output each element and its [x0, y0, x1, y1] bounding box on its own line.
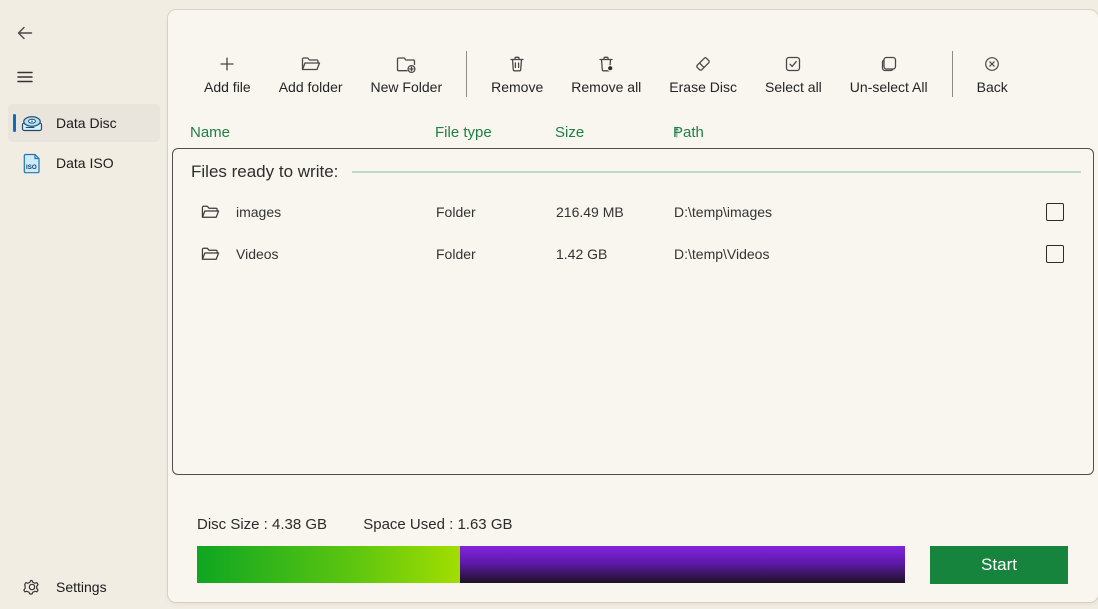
tool-label: Back: [976, 78, 1008, 95]
row-checkbox[interactable]: [1046, 203, 1064, 221]
file-size: 216.49 MB: [556, 204, 624, 220]
file-name: Videos: [236, 246, 279, 262]
file-size: 1.42 GB: [556, 246, 608, 262]
tool-label: Remove all: [571, 78, 642, 95]
disc-usage-bar-used: [197, 546, 461, 583]
trash-icon: [507, 54, 527, 74]
sidebar-item-data-iso[interactable]: ISO Data ISO: [8, 144, 160, 182]
back-arrow-icon: [15, 23, 35, 43]
eraser-icon: [693, 54, 713, 74]
nav-back-button[interactable]: [10, 18, 40, 48]
file-type: Folder: [436, 246, 476, 262]
column-header-file-type[interactable]: File type: [435, 124, 492, 141]
plus-icon: [217, 54, 237, 74]
sort-ascending-icon: ↑: [673, 124, 681, 141]
unselect-all-button[interactable]: Un-select All: [836, 50, 942, 99]
iso-file-icon: ISO: [20, 152, 44, 174]
folder-plus-icon: [395, 54, 417, 74]
sidebar-item-label: Settings: [56, 579, 107, 595]
hamburger-menu-button[interactable]: [10, 62, 40, 92]
legend-divider-line: [352, 171, 1081, 173]
tool-label: Erase Disc: [669, 78, 737, 95]
toolbar: Add file Add folder New Folder Remove: [190, 46, 1088, 102]
remove-button[interactable]: Remove: [477, 50, 557, 99]
back-button[interactable]: Back: [963, 50, 1022, 99]
tool-label: Add folder: [278, 78, 343, 95]
files-panel: Files ready to write: images Folder 216.…: [172, 148, 1094, 475]
file-path: D:\temp\Videos: [674, 246, 770, 262]
sidebar: Data Disc ISO Data ISO Settings: [0, 0, 168, 609]
path-label: Path: [673, 124, 704, 141]
column-headers: Name File type Size Path ↑: [168, 124, 1098, 146]
remove-all-button[interactable]: Remove all: [557, 50, 655, 99]
toolbar-separator: [951, 51, 953, 97]
folder-icon: [200, 245, 221, 264]
folder-icon: [200, 203, 221, 222]
file-row-videos[interactable]: Videos Folder 1.42 GB D:\temp\Videos: [173, 233, 1093, 275]
new-folder-button[interactable]: New Folder: [357, 50, 457, 99]
panel-legend-text: Files ready to write:: [191, 162, 339, 181]
sidebar-item-settings[interactable]: Settings: [8, 568, 160, 606]
row-checkbox[interactable]: [1046, 245, 1064, 263]
disc-size-label: Disc Size : 4.38 GB: [197, 516, 328, 533]
tool-label: Remove: [491, 78, 544, 95]
dismiss-circle-icon: [982, 54, 1002, 74]
file-name: images: [236, 204, 282, 220]
disc-usage-bar: [197, 546, 905, 583]
erase-disc-button[interactable]: Erase Disc: [655, 50, 751, 99]
add-file-button[interactable]: Add file: [190, 50, 265, 99]
tool-label: Un-select All: [849, 78, 928, 95]
toolbar-separator: [466, 51, 468, 97]
tool-label: Select all: [764, 78, 822, 95]
sidebar-item-label: Data ISO: [56, 155, 114, 171]
space-used-label: Space Used : 1.63 GB: [363, 516, 513, 533]
svg-text:ISO: ISO: [26, 164, 37, 171]
trash-all-icon: [596, 54, 616, 74]
file-row-images[interactable]: images Folder 216.49 MB D:\temp\images: [173, 191, 1093, 233]
start-button[interactable]: Start: [930, 546, 1068, 584]
main-panel: Add file Add folder New Folder Remove: [168, 10, 1098, 602]
disc-drive-icon: [20, 112, 44, 134]
checkbox-empty-icon: [879, 54, 899, 74]
sidebar-item-data-disc[interactable]: Data Disc: [8, 104, 160, 142]
column-header-size[interactable]: Size: [555, 124, 585, 141]
tool-label: New Folder: [370, 78, 443, 95]
add-folder-button[interactable]: Add folder: [265, 50, 357, 99]
panel-legend: Files ready to write:: [191, 160, 1081, 184]
column-header-name[interactable]: Name: [190, 124, 231, 141]
hamburger-icon: [15, 67, 35, 87]
sidebar-item-label: Data Disc: [56, 115, 117, 131]
folder-open-icon: [300, 54, 322, 74]
tool-label: Add file: [204, 78, 251, 95]
disc-info: Disc Size : 4.38 GB Space Used : 1.63 GB: [197, 516, 545, 533]
checkbox-checked-icon: [783, 54, 803, 74]
file-path: D:\temp\images: [674, 204, 773, 220]
selection-accent-bar: [13, 114, 16, 132]
gear-icon: [20, 578, 44, 596]
file-type: Folder: [436, 204, 476, 220]
select-all-button[interactable]: Select all: [751, 50, 836, 99]
